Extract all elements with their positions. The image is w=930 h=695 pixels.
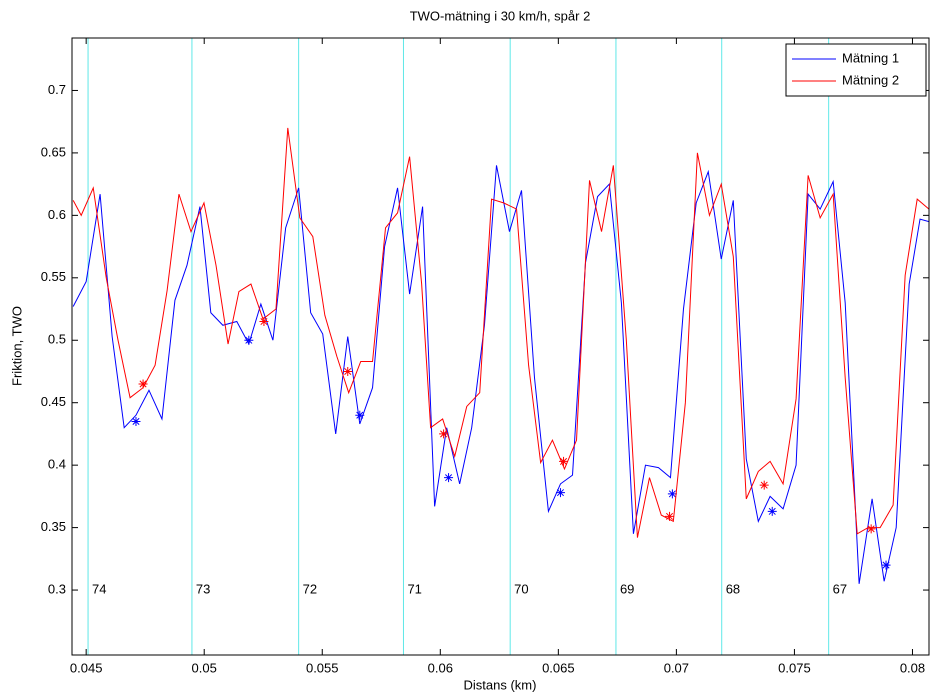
section-label: 69	[620, 581, 634, 596]
y-tick-label: 0.55	[41, 269, 66, 284]
section-min-marker	[667, 489, 677, 499]
section-label: 73	[196, 581, 210, 596]
section-label: 71	[407, 581, 421, 596]
section-min-marker	[259, 317, 269, 327]
section-min-marker	[759, 480, 769, 490]
y-tick-label: 0.7	[48, 82, 66, 97]
y-tick-label: 0.3	[48, 581, 66, 596]
section-label: 67	[833, 581, 847, 596]
y-tick-label: 0.6	[48, 207, 66, 222]
section-min-marker	[138, 379, 148, 389]
y-tick-label: 0.4	[48, 457, 66, 472]
section-label: 68	[726, 581, 740, 596]
section-min-marker	[881, 560, 891, 570]
x-tick-label: 0.075	[778, 660, 811, 675]
legend: Mätning 1 Mätning 2	[785, 43, 927, 97]
section-min-marker	[355, 410, 365, 420]
y-axis-label: Friktion, TWO	[9, 306, 24, 386]
section-min-marker	[343, 366, 353, 376]
legend-label: Mätning 1	[842, 50, 899, 65]
section-min-marker	[244, 335, 254, 345]
y-tick-label: 0.35	[41, 519, 66, 534]
legend-box	[785, 43, 927, 97]
section-label: 72	[303, 581, 317, 596]
section-min-marker	[131, 416, 141, 426]
section-min-marker	[555, 488, 565, 498]
x-tick-label: 0.07	[664, 660, 689, 675]
section-min-marker	[444, 473, 454, 483]
x-axis-label: Distans (km)	[464, 677, 537, 692]
series-line	[72, 165, 929, 584]
x-tick-label: 0.055	[306, 660, 339, 675]
x-tick-label: 0.08	[900, 660, 925, 675]
x-tick-label: 0.05	[192, 660, 217, 675]
series-line	[72, 127, 929, 538]
legend-label: Mätning 2	[842, 72, 899, 87]
y-tick-label: 0.65	[41, 144, 66, 159]
y-tick-label: 0.5	[48, 332, 66, 347]
y-tick-label: 0.45	[41, 394, 66, 409]
x-tick-label: 0.06	[428, 660, 453, 675]
section-label: 74	[92, 581, 106, 596]
section-min-marker	[767, 506, 777, 516]
x-tick-label: 0.045	[70, 660, 103, 675]
chart-title: TWO-mätning i 30 km/h, spår 2	[410, 8, 591, 23]
section-min-marker	[559, 456, 569, 466]
section-min-marker	[665, 511, 675, 521]
plot-area	[72, 38, 929, 655]
section-min-marker	[866, 524, 876, 534]
x-tick-label: 0.065	[542, 660, 575, 675]
section-min-marker	[439, 429, 449, 439]
section-label: 70	[514, 581, 528, 596]
axes-frame	[71, 37, 930, 656]
